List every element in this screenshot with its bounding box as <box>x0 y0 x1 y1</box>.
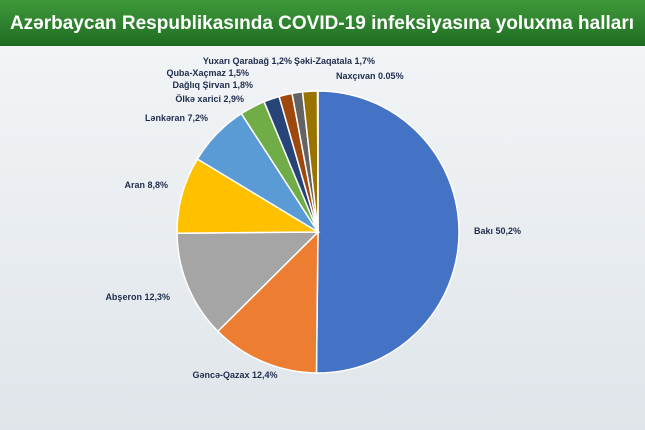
pie-slice <box>216 230 319 374</box>
value-label: 12,4% <box>252 370 278 380</box>
category-label: Yuxarı Qarabağ <box>203 56 269 66</box>
category-label: Abşeron <box>105 292 142 302</box>
category-label: Aran <box>124 180 145 190</box>
category-label: Gəncə-Qazax <box>192 370 249 380</box>
slice-label: Aran 8,8% <box>124 180 168 190</box>
category-label: Naxçıvan <box>336 71 376 81</box>
value-label: 0.05% <box>378 71 404 81</box>
slice-label: Şəki-Zaqatala 1,7% <box>294 56 375 66</box>
value-label: 1,5% <box>228 68 249 78</box>
category-label: Dağlıq Şirvan <box>172 80 230 90</box>
category-label: Quba-Xaçmaz <box>166 68 226 78</box>
category-label: Bakı <box>474 226 493 236</box>
header <box>0 0 645 46</box>
value-label: 50,2% <box>496 226 522 236</box>
value-label: 2,9% <box>223 94 244 104</box>
pie-slice <box>176 231 320 333</box>
value-label: 1,2% <box>271 56 292 66</box>
slice-label: Bakı 50,2% <box>474 226 521 236</box>
value-label: 1,7% <box>355 56 376 66</box>
slice-label: Yuxarı Qarabağ 1,2% <box>203 56 292 66</box>
category-label: Lənkəran <box>145 113 185 123</box>
slice-label: Lənkəran 7,2% <box>145 113 208 123</box>
value-label: 8,8% <box>147 180 168 190</box>
slice-label: Abşeron 12,3% <box>105 292 170 302</box>
value-label: 1,8% <box>232 80 253 90</box>
slice-label: Gəncə-Qazax 12,4% <box>192 370 277 380</box>
category-label: Şəki-Zaqatala <box>294 56 353 66</box>
pie-slice <box>315 90 460 374</box>
slice-label: Naxçıvan 0.05% <box>336 71 404 81</box>
value-label: 12,3% <box>144 292 170 302</box>
slice-label: Quba-Xaçmaz 1,5% <box>166 68 249 78</box>
slice-label: Dağlıq Şirvan 1,8% <box>172 80 253 90</box>
slice-label: Ölkə xarici 2,9% <box>175 94 244 104</box>
value-label: 7,2% <box>187 113 208 123</box>
chart-title: Azərbaycan Respublikasında COVID-19 infe… <box>10 13 634 34</box>
category-label: Ölkə xarici <box>175 94 221 104</box>
